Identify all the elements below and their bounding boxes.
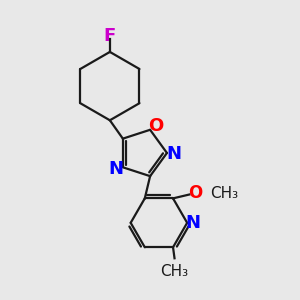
Text: N: N	[166, 146, 181, 164]
Text: O: O	[148, 117, 163, 135]
Text: O: O	[188, 184, 202, 202]
Text: N: N	[109, 160, 124, 178]
Text: N: N	[186, 214, 201, 232]
Text: CH₃: CH₃	[210, 185, 238, 200]
Text: F: F	[104, 27, 116, 45]
Text: CH₃: CH₃	[160, 264, 189, 279]
